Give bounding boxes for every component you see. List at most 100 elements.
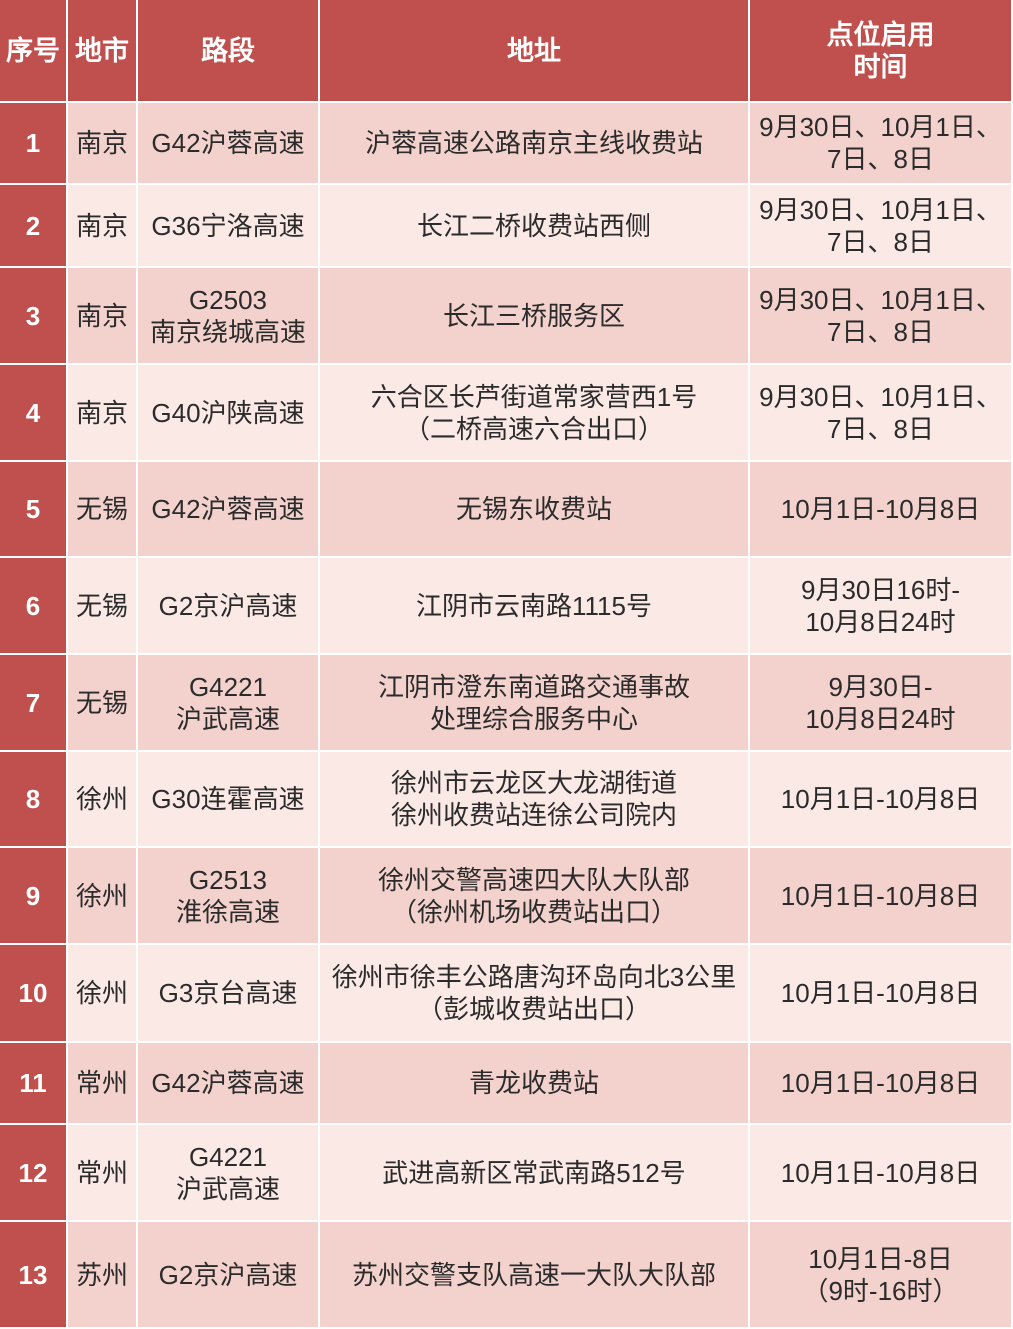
city-cell: 无锡 (68, 462, 136, 556)
cell-text: 5 (25, 494, 41, 524)
index-cell: 10 (0, 945, 66, 1041)
city-cell: 常州 (68, 1043, 136, 1123)
address-cell: 青龙收费站 (320, 1043, 748, 1123)
cell-text: G42沪蓉高速 (151, 1068, 305, 1098)
cell-text: 点位启用 (826, 19, 935, 50)
index-cell: 3 (0, 268, 66, 363)
cell-text: G42沪蓉高速 (151, 128, 305, 158)
city-cell: 南京 (68, 103, 136, 183)
cell-text: 10 (18, 978, 48, 1008)
index-cell: 5 (0, 462, 66, 556)
time-cell: 9月30日、10月1日、 7日、8日 (750, 268, 1011, 363)
address-cell: 苏州交警支队高速一大队大队部 (320, 1222, 748, 1327)
cell-text: 徐州 (75, 784, 128, 814)
cell-text: G2503 (188, 284, 268, 315)
address-cell: 武进高新区常武南路512号 (320, 1125, 748, 1220)
index-cell: 4 (0, 365, 66, 460)
time-cell: 10月1日-10月8日 (750, 462, 1011, 556)
time-cell: 9月30日- 10月8日24时 (750, 655, 1011, 750)
road-cell: G42沪蓉高速 (138, 103, 318, 183)
city-cell: 无锡 (68, 558, 136, 653)
address-cell: 江阴市澄东南道路交通事故 处理综合服务中心 (320, 655, 748, 750)
cell-text: 淮徐高速 (175, 896, 280, 927)
cell-text: 13 (18, 1259, 48, 1290)
cell-text: 10月1日-10月8日 (780, 1157, 981, 1188)
cell-text: G2京沪高速 (158, 590, 298, 621)
city-cell: 常州 (68, 1125, 136, 1220)
time-cell: 10月1日-10月8日 (750, 1043, 1011, 1123)
city-cell: 无锡 (68, 655, 136, 750)
cell-text: 武进高新区常武南路512号 (382, 1157, 686, 1188)
cell-text: 南京 (75, 128, 128, 158)
index-cell: 7 (0, 655, 66, 750)
cell-text: 苏州 (75, 1259, 128, 1290)
address-cell: 长江三桥服务区 (320, 268, 748, 363)
cell-text: 江阴市云南路1115号 (416, 590, 652, 621)
road-cell: G4221 沪武高速 (138, 1125, 318, 1220)
address-cell: 沪蓉高速公路南京主线收费站 (320, 103, 748, 183)
cell-text: 9月30日、10月1日、 (759, 194, 1002, 225)
cell-text: （徐州机场收费站出口） (390, 896, 677, 927)
cell-text: 处理综合服务中心 (429, 703, 638, 734)
cell-text: 1 (25, 128, 41, 158)
cell-text: G42沪蓉高速 (151, 494, 305, 524)
cell-text: 10月8日24时 (805, 606, 956, 637)
index-cell: 9 (0, 848, 66, 943)
road-cell: G42沪蓉高速 (138, 1043, 318, 1123)
time-cell: 10月1日-10月8日 (750, 945, 1011, 1041)
cell-text: 10月1日-10月8日 (780, 880, 981, 911)
cell-text: G30连霍高速 (151, 784, 305, 814)
cell-text: G40沪陕高速 (151, 397, 305, 428)
cell-text: G36宁洛高速 (151, 210, 305, 241)
road-cell: G2京沪高速 (138, 558, 318, 653)
cell-text: 徐州市徐丰公路唐沟环岛向北3公里 (331, 962, 737, 992)
road-cell: G3京台高速 (138, 945, 318, 1041)
address-cell: 长江二桥收费站西侧 (320, 185, 748, 266)
time-cell: 9月30日、10月1日、 7日、8日 (750, 103, 1011, 183)
road-cell: G2京沪高速 (138, 1222, 318, 1327)
address-cell: 江阴市云南路1115号 (320, 558, 748, 653)
time-cell: 10月1日-10月8日 (750, 848, 1011, 943)
cell-text: 9月30日16时- (801, 574, 960, 605)
cell-text: 无锡 (75, 590, 128, 621)
index-cell: 11 (0, 1043, 66, 1123)
cell-text: G4221 (188, 671, 268, 702)
cell-text: 徐州交警高速四大队大队部 (377, 864, 690, 895)
cell-text: 无锡 (75, 687, 128, 718)
cell-text: 9月30日、10月1日、 (759, 381, 1002, 412)
address-cell: 徐州交警高速四大队大队部 （徐州机场收费站出口） (320, 848, 748, 943)
city-cell: 南京 (68, 268, 136, 363)
time-cell: 9月30日16时- 10月8日24时 (750, 558, 1011, 653)
cell-text: 青龙收费站 (468, 1068, 599, 1098)
cell-text: 7 (25, 687, 41, 718)
cell-text: （二桥高速六合出口） (403, 413, 664, 444)
cell-text: 9月30日、10月1日、 (759, 112, 1002, 142)
cell-text: 南京 (75, 210, 128, 241)
cell-text: 10月1日-10月8日 (780, 1068, 981, 1098)
cell-text: G3京台高速 (158, 978, 298, 1008)
cell-text: 7日、8日 (827, 144, 934, 174)
address-cell: 地址 (320, 0, 748, 101)
road-cell: G30连霍高速 (138, 752, 318, 846)
cell-text: 10月1日-8日 (808, 1243, 953, 1274)
road-cell: G40沪陕高速 (138, 365, 318, 460)
cell-text: 6 (25, 590, 41, 621)
cell-text: 江阴市澄东南道路交通事故 (377, 671, 690, 702)
cell-text: 地市 (75, 35, 129, 66)
cell-text: 徐州 (75, 978, 128, 1008)
city-cell: 苏州 (68, 1222, 136, 1327)
cell-text: 六合区长芦街道常家营西1号 (370, 381, 698, 412)
index-cell: 8 (0, 752, 66, 846)
cell-text: 3 (25, 300, 41, 331)
address-cell: 无锡东收费站 (320, 462, 748, 556)
cell-text: 无锡东收费站 (455, 494, 612, 524)
road-cell: G42沪蓉高速 (138, 462, 318, 556)
cell-text: 无锡 (75, 494, 128, 524)
cell-text: G4221 (188, 1141, 268, 1172)
road-cell: G2503 南京绕城高速 (138, 268, 318, 363)
cell-text: 南京 (75, 300, 128, 331)
cell-text: G2513 (188, 864, 268, 895)
index-cell: 2 (0, 185, 66, 266)
cell-text: 沪蓉高速公路南京主线收费站 (364, 128, 703, 158)
